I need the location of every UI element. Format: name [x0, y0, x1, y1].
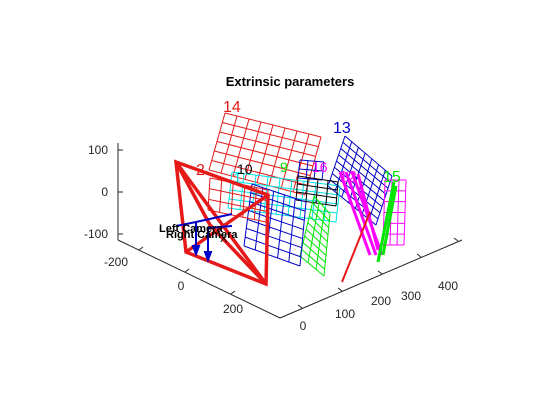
- pattern-label: 15: [383, 169, 401, 186]
- z-tick-label: -100: [84, 227, 108, 241]
- y-tick-label: -200: [104, 255, 128, 269]
- grid-line: [309, 216, 328, 235]
- grid-line: [311, 209, 329, 227]
- x-tick-labels: 0 100 200 300 400: [300, 279, 459, 333]
- pattern-label: 10: [237, 161, 253, 177]
- edge-on: [378, 182, 396, 262]
- x-tick-label: 400: [438, 279, 458, 293]
- grid-line: [225, 113, 321, 137]
- grid-line: [220, 180, 222, 212]
- camera-axis-label-x: X: [220, 233, 228, 245]
- right-camera-label: Right Camera: [166, 229, 238, 241]
- chart-title: Extrinsic parameters: [226, 74, 355, 89]
- grid-line: [245, 237, 301, 257]
- grid-line: [305, 236, 326, 255]
- grid-line: [222, 123, 318, 147]
- x-tick-label: 200: [371, 294, 391, 308]
- pattern-9: 9: [280, 159, 288, 175]
- z-tick-label: 100: [88, 143, 108, 157]
- grid-line: [303, 243, 325, 263]
- pattern-12: 12: [339, 169, 382, 255]
- x-tick-label: 0: [300, 319, 307, 333]
- z-tick-label: 0: [101, 185, 108, 199]
- z-axis-ticks: [118, 150, 123, 234]
- pattern-label: 9: [280, 159, 288, 175]
- pattern-label: 16: [312, 159, 328, 175]
- y-tick-labels: -200 0 200: [104, 255, 243, 316]
- y-tick-label: 200: [223, 302, 243, 316]
- grid-line: [247, 219, 302, 238]
- grid-line: [308, 223, 328, 242]
- pattern-label: 12: [339, 169, 357, 186]
- z-tick-labels: 100 0 -100: [84, 143, 108, 241]
- y-tick-label: 0: [178, 279, 185, 293]
- pattern-label: 2: [196, 162, 205, 179]
- pattern-label: 13: [333, 120, 351, 137]
- grid-line: [306, 229, 326, 248]
- pattern-label: 14: [223, 99, 241, 116]
- grid-line: [246, 228, 301, 247]
- grid-line: [214, 151, 310, 176]
- x-tick-label: 300: [401, 289, 421, 303]
- x-tick-label: 100: [335, 307, 355, 321]
- grid-line: [217, 142, 313, 167]
- grid-line: [220, 132, 316, 156]
